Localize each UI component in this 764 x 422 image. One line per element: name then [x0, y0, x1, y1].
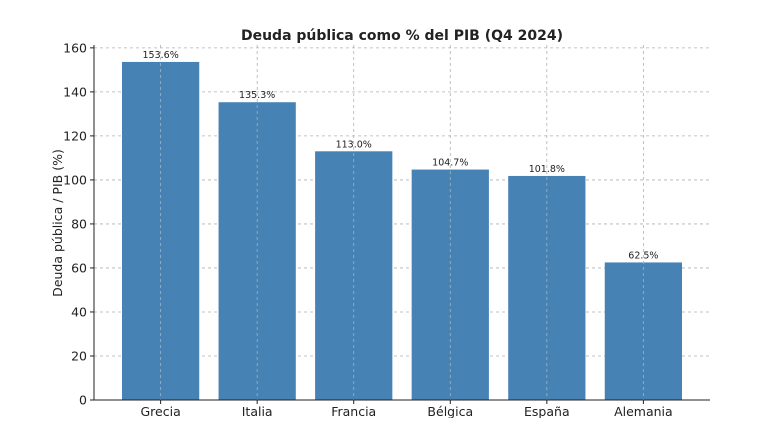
data-label: 104.7% [432, 158, 468, 169]
y-tick-label: 80 [71, 216, 87, 231]
y-tick-label: 40 [71, 304, 87, 319]
x-tick-label: Francia [331, 404, 376, 418]
data-label: 62.5% [628, 250, 658, 261]
y-tick-label: 20 [71, 348, 87, 363]
x-tick-label: España [524, 404, 570, 418]
y-tick-label: 160 [63, 40, 87, 55]
data-label: 101.8% [529, 164, 565, 175]
y-tick-label: 140 [63, 84, 87, 99]
data-label: 135.3% [239, 90, 275, 101]
x-tick-label: Grecia [140, 404, 180, 418]
data-label: 153.6% [143, 50, 179, 61]
y-axis-label: Deuda pública / PIB (%) [50, 149, 65, 297]
y-tick-label: 120 [63, 128, 87, 143]
x-tick-label: Italia [242, 404, 273, 418]
x-tick-label: Bélgica [427, 404, 473, 418]
chart-title: Deuda pública como % del PIB (Q4 2024) [241, 28, 563, 44]
x-tick-label: Alemania [614, 404, 673, 418]
bar [604, 262, 682, 400]
y-tick-label: 100 [63, 172, 87, 187]
y-tick-label: 0 [79, 393, 87, 408]
data-label: 113.0% [336, 139, 372, 150]
y-tick-label: 60 [71, 260, 87, 275]
